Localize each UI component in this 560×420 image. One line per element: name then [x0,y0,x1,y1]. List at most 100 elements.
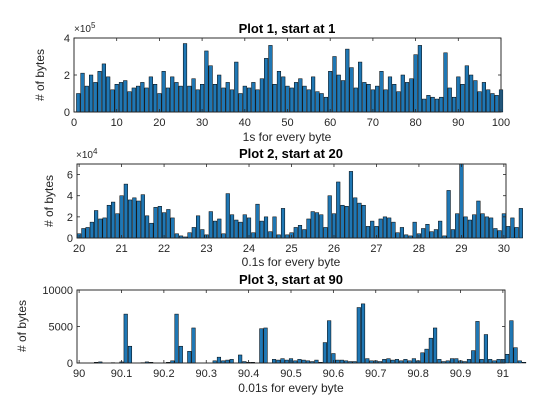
y-tick-label: 2 [67,212,73,224]
bar [496,359,501,364]
bar [170,217,175,239]
bar [486,89,491,113]
bar [238,354,243,364]
bar [413,54,418,113]
bar [469,74,474,113]
bar [200,229,205,239]
bar [225,82,230,113]
bar [149,222,154,239]
bar [459,163,464,239]
bar [187,351,192,364]
bar [102,217,107,239]
bar [476,200,481,239]
bar [191,227,196,239]
bar [450,229,455,239]
bar [379,71,384,113]
bar [358,61,363,113]
bar [387,76,393,113]
bar [276,71,282,113]
bar [383,89,388,113]
bar [357,202,362,239]
bar [119,195,124,239]
bar [328,71,333,113]
bar [229,214,235,239]
bar-group [76,43,504,113]
x-tick-label: 23 [200,243,212,255]
bar [101,63,106,113]
bar [281,76,286,113]
bar [464,65,469,113]
bar [135,85,141,113]
y-tick-label: 0 [64,107,70,119]
bar [365,358,370,364]
bar [332,56,337,113]
bar [306,89,311,113]
bar [297,225,303,239]
bar [434,98,440,113]
bar [174,233,179,239]
x-tick-label: 28 [413,243,425,255]
x-tick-label: 70 [367,117,379,129]
bar [115,213,120,239]
bar [110,89,115,113]
bar [513,347,518,364]
chart-title: Plot 3, start at 90 [239,272,343,287]
bar [217,218,222,239]
bar [439,96,444,113]
bar [370,220,375,239]
bar [178,85,183,113]
x-tick-label: 60 [324,117,336,129]
bar [89,74,94,113]
bar [140,194,145,239]
bar [420,352,425,364]
bar [157,206,162,239]
bar [403,359,408,364]
bar [187,85,192,113]
bar [310,211,315,239]
bar [360,303,366,364]
bar [225,193,230,239]
bar [196,215,201,239]
bar [85,227,90,239]
bar [255,89,260,113]
bar [471,350,476,364]
bar [195,89,200,113]
bar [484,216,489,239]
bar [454,358,459,364]
bar [386,358,391,364]
bar [405,82,410,113]
x-tick-label: 29 [455,243,467,255]
bar [443,52,448,113]
x-tick-label: 90 [73,368,85,380]
bar [463,216,468,239]
bar [297,359,302,364]
bar [489,217,494,239]
x-tick-label: 24 [243,243,255,255]
bar [490,93,495,113]
bar [323,227,328,239]
y-axis-label: # of bytes [33,49,47,101]
bar [428,337,433,364]
bar [480,213,485,239]
bar [272,359,277,364]
bar [204,50,209,113]
bar [421,228,426,239]
x-tick-label: 50 [281,117,293,129]
bar [335,359,340,364]
bar [375,85,380,113]
x-axis-label: 1s for every byte [243,130,332,144]
bar [242,85,247,113]
bar [455,213,460,239]
bar [449,358,455,364]
bar [353,87,358,113]
x-tick-label: 90.3 [196,368,217,380]
x-tick-label: 30 [196,117,208,129]
bar [438,220,443,239]
bar [161,71,166,113]
bar [314,359,319,364]
bar [293,227,298,239]
bar [187,232,192,239]
y-tick-label: 10000 [42,285,73,297]
bar [488,359,493,364]
